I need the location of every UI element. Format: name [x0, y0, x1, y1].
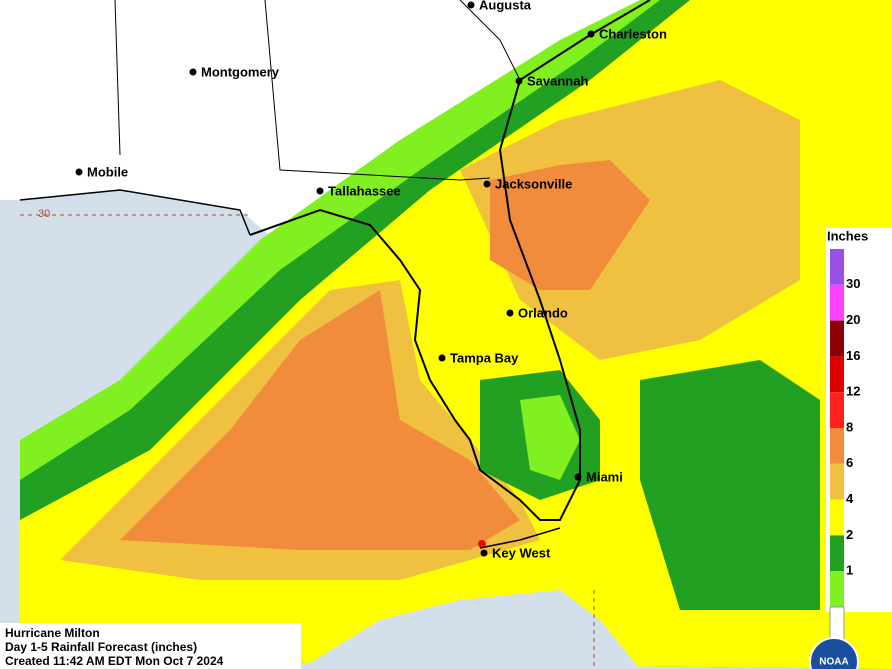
rain-1-2: [520, 395, 580, 480]
caption-line: Hurricane Milton: [5, 626, 100, 640]
state-border: [114, 0, 121, 156]
city-label: Tallahassee: [328, 183, 401, 198]
city-dot: [483, 180, 491, 188]
legend-swatch: [830, 571, 844, 607]
city-label: Key West: [492, 545, 551, 560]
rain-2-4: [640, 360, 820, 610]
city-dot: [506, 309, 514, 317]
rain-8-12: [120, 290, 520, 550]
legend-swatch: [830, 535, 844, 572]
coastline: [19, 189, 251, 236]
legend-label: 1: [846, 563, 853, 578]
city-dot: [480, 549, 488, 557]
city-dot: [75, 168, 83, 176]
city-dot: [587, 30, 595, 38]
legend-label: 2: [846, 527, 853, 542]
logo-text: NOAA: [819, 657, 848, 668]
city-label: Tampa Bay: [450, 350, 519, 365]
legend-swatch: [830, 428, 844, 464]
state-border: [264, 0, 491, 181]
city-dot: [515, 77, 523, 85]
legend-label: 4: [846, 491, 854, 506]
legend-label: 8: [846, 419, 853, 434]
keys: [479, 527, 561, 549]
latitude-label: 30: [38, 208, 50, 220]
rain-8-12: [490, 160, 650, 290]
legend-swatch: [830, 356, 844, 393]
coastline: [249, 0, 651, 521]
state-border: [459, 0, 521, 81]
city-dot: [189, 68, 197, 76]
water: [300, 590, 640, 669]
legend-swatch: [830, 284, 844, 321]
legend-label: 6: [846, 455, 853, 470]
legend-label: 16: [846, 348, 860, 363]
city-dot: [438, 354, 446, 362]
city-label: Montgomery: [201, 64, 280, 79]
caption-line: Created 11:42 AM EDT Mon Oct 7 2024: [5, 654, 224, 668]
city-label: Savannah: [527, 73, 588, 88]
city-label: Jacksonville: [495, 176, 572, 191]
legend-swatch: [830, 392, 844, 428]
logo: [809, 637, 859, 669]
city-label: Charleston: [599, 26, 667, 41]
rain-12-16: [478, 540, 486, 548]
legend-title: Inches: [827, 228, 868, 243]
city-label: Augusta: [479, 0, 532, 12]
legend-label: 12: [846, 384, 860, 399]
city-dot: [574, 473, 582, 481]
city-dot: [316, 187, 324, 195]
land: [0, 0, 640, 236]
legend-label: 20: [846, 312, 860, 327]
legend-swatch: [830, 249, 844, 285]
legend-swatch: [830, 463, 844, 500]
legend-swatch: [830, 499, 844, 536]
legend-swatch: [830, 320, 844, 357]
city-label: Miami: [586, 469, 623, 484]
legend-label: 30: [846, 276, 860, 291]
city-label: Mobile: [87, 164, 128, 179]
city-label: Orlando: [518, 305, 568, 320]
caption-line: Day 1-5 Rainfall Forecast (inches): [5, 640, 197, 654]
city-dot: [467, 1, 475, 9]
caption-box: [0, 623, 301, 669]
